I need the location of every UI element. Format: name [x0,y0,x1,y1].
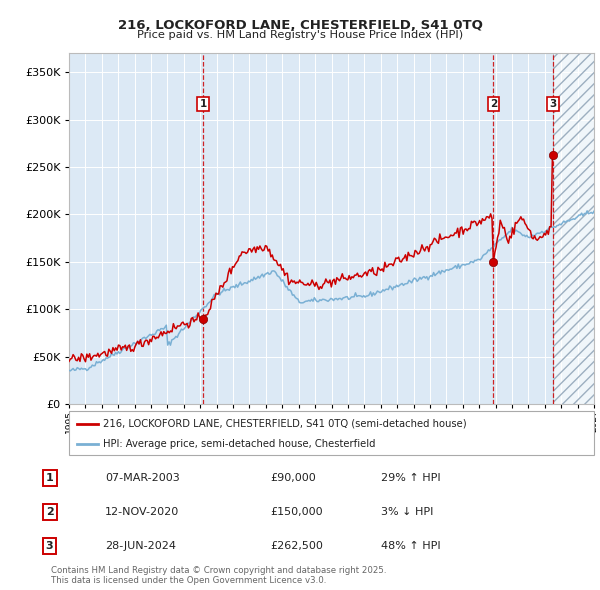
Text: 2: 2 [490,99,497,109]
Text: Price paid vs. HM Land Registry's House Price Index (HPI): Price paid vs. HM Land Registry's House … [137,30,463,40]
Text: 48% ↑ HPI: 48% ↑ HPI [381,541,440,551]
Text: 216, LOCKOFORD LANE, CHESTERFIELD, S41 0TQ: 216, LOCKOFORD LANE, CHESTERFIELD, S41 0… [118,19,482,32]
Text: £262,500: £262,500 [271,541,323,551]
Text: Contains HM Land Registry data © Crown copyright and database right 2025.
This d: Contains HM Land Registry data © Crown c… [51,566,386,585]
Text: HPI: Average price, semi-detached house, Chesterfield: HPI: Average price, semi-detached house,… [103,440,376,450]
Text: 1: 1 [200,99,207,109]
Text: 29% ↑ HPI: 29% ↑ HPI [381,473,440,483]
Text: 216, LOCKOFORD LANE, CHESTERFIELD, S41 0TQ (semi-detached house): 216, LOCKOFORD LANE, CHESTERFIELD, S41 0… [103,419,467,428]
Text: 3% ↓ HPI: 3% ↓ HPI [381,507,433,517]
FancyBboxPatch shape [69,411,594,455]
Bar [553,53,594,404]
Text: 28-JUN-2024: 28-JUN-2024 [105,541,176,551]
Text: £150,000: £150,000 [271,507,323,517]
Text: 3: 3 [46,541,53,551]
Text: 1: 1 [46,473,53,483]
Text: 07-MAR-2003: 07-MAR-2003 [105,473,179,483]
Text: £90,000: £90,000 [271,473,316,483]
Text: 12-NOV-2020: 12-NOV-2020 [105,507,179,517]
Text: 2: 2 [46,507,53,517]
Bar [553,53,594,404]
Text: 3: 3 [549,99,556,109]
